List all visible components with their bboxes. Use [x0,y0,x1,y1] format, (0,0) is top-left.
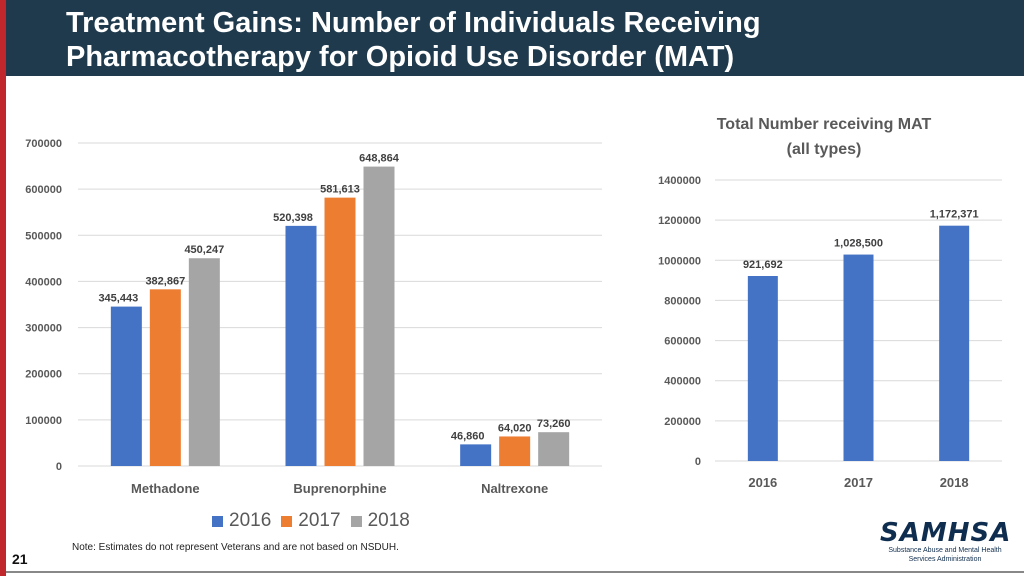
left-data-label: 581,613 [320,184,360,196]
legend-item: 2018 [350,510,410,532]
right-y-tick-label: 600000 [664,336,701,348]
left-bar-2016 [285,225,317,466]
left-category-label: Buprenorphine [293,481,386,496]
right-y-tick-label: 1400000 [658,175,701,187]
legend-swatch [350,515,362,527]
left-y-tick-label: 0 [56,461,62,473]
left-y-tick-label: 700000 [25,138,62,150]
left-data-label: 648,864 [359,153,400,165]
left-bar-2016 [460,444,492,466]
page-number: 21 [12,551,28,567]
left-data-label: 382,867 [145,275,185,287]
page-title-line2: Pharmacotherapy for Opioid Use Disorder … [66,41,735,73]
left-y-tick-label: 100000 [25,415,62,427]
right-category-label: 2016 [748,475,777,490]
left-data-label: 520,398 [273,212,313,224]
right-y-tick-label: 1000000 [658,255,701,267]
page-title: Treatment Gains: Number of Individuals R… [66,6,966,74]
footnote: Note: Estimates do not represent Veteran… [72,542,399,553]
left-data-label: 450,247 [184,244,224,256]
right-bar [747,276,778,461]
left-accent-bar [0,0,6,576]
left-y-tick-label: 500000 [25,230,62,242]
legend-label: 2016 [229,510,272,531]
left-category-label: Methadone [131,481,200,496]
right-chart-title-line2: (all types) [787,141,862,158]
left-bar-2018 [363,166,395,466]
legend-item: 2016 [212,510,271,532]
legend-label: 2017 [298,510,341,531]
legend-swatch [281,515,293,527]
left-y-tick-label: 200000 [25,369,62,381]
right-data-label: 1,028,500 [834,238,883,250]
right-data-label: 1,172,371 [930,209,979,221]
left-data-label: 345,443 [98,293,138,305]
legend-item: 2017 [281,510,341,532]
right-data-label: 921,692 [743,259,783,271]
samhsa-logo: SAMHSA Substance Abuse and Mental Health… [880,520,1010,564]
right-category-label: 2018 [940,475,969,490]
right-bar [939,225,970,461]
left-bar-2016 [110,306,142,466]
left-data-label: 73,260 [537,418,571,430]
logo-subtitle-line1: Substance Abuse and Mental Health [888,547,1002,554]
left-bar-2018 [538,432,570,466]
bottom-rule [6,571,1024,573]
left-category-label: Naltrexone [481,481,548,496]
page-title-line1: Treatment Gains: Number of Individuals R… [66,7,761,39]
right-y-tick-label: 400000 [664,376,701,388]
right-y-tick-label: 1200000 [658,215,701,227]
right-category-label: 2017 [844,475,873,490]
logo-wordmark: SAMHSA [880,518,1012,548]
right-y-tick-label: 200000 [664,416,701,428]
title-band: Treatment Gains: Number of Individuals R… [0,0,1024,76]
right-y-tick-label: 0 [695,456,701,468]
left-data-label: 46,860 [451,430,485,442]
logo-subtitle-line2: Services Administration [908,556,982,563]
right-y-tick-label: 800000 [664,295,701,307]
left-bar-2017 [324,197,356,467]
left-y-tick-label: 600000 [25,184,62,196]
right-bar [843,254,874,461]
chart-legend: 2016 2017 2018 [212,510,410,532]
left-y-tick-label: 300000 [25,323,62,335]
left-y-tick-label: 400000 [25,276,62,288]
legend-label: 2018 [367,510,410,531]
left-bar-2017 [499,436,531,466]
left-bar-2017 [149,289,181,466]
right-chart-title-line1: Total Number receiving MAT [717,116,932,133]
legend-swatch [212,515,223,527]
left-bar-2018 [188,258,220,466]
left-data-label: 64,020 [498,422,532,434]
